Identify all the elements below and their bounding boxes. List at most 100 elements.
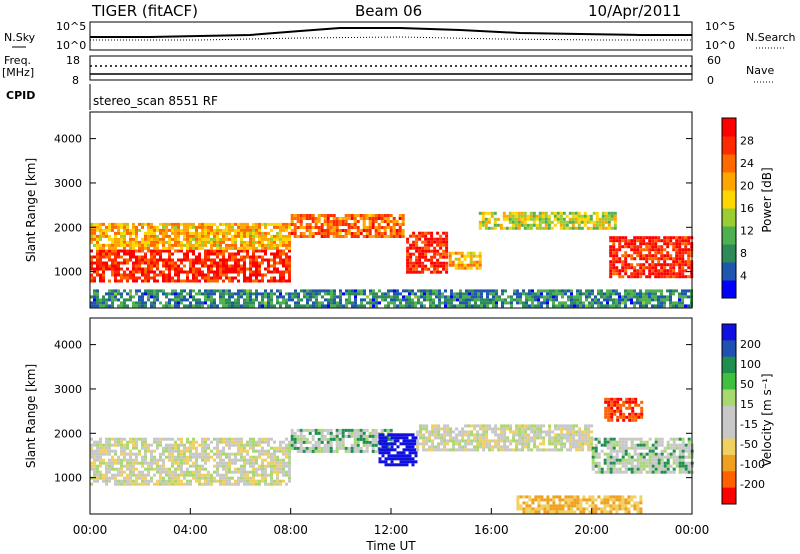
power-cbar-swatch — [722, 154, 736, 173]
freq-label-1: Freq. — [4, 54, 31, 67]
vel-cbar-swatch — [722, 471, 736, 489]
vel-cbar-swatch — [722, 389, 736, 407]
power-region-0 — [90, 249, 291, 283]
power-cbar-swatch — [722, 118, 736, 137]
vel-cbar-swatch — [722, 454, 736, 472]
vel-cbar-tick: -100 — [740, 458, 765, 471]
power-yaxis: 1000 2000 3000 4000 — [54, 133, 692, 279]
vel-cbar-swatch — [722, 405, 736, 423]
velocity-yaxis: 1000 2000 3000 4000 — [54, 339, 692, 485]
power-cbar-swatch — [722, 190, 736, 209]
vel-region-0 — [90, 437, 291, 486]
vel-region-3 — [416, 424, 594, 452]
time-tick-label: 16:00 — [474, 523, 509, 537]
vel-ytick-label: 1000 — [54, 472, 82, 485]
vel-cbar-tick: 200 — [740, 338, 761, 351]
power-cbar-tick: 4 — [740, 270, 747, 283]
time-tick-label: 04:00 — [173, 523, 208, 537]
vel-region-6 — [604, 397, 644, 422]
velocity-panel: 1000 2000 3000 4000 Slant Range [km] 200 100… — [24, 317, 774, 515]
power-cbar-tick: 24 — [740, 157, 754, 170]
vel-region-1 — [290, 428, 393, 453]
power-panel: 1000 2000 3000 4000 Slant Range [km] 4 8 12 16… — [24, 111, 774, 309]
power-cbar-tick: 28 — [740, 135, 754, 148]
power-ytick-label: 3000 — [54, 177, 82, 190]
power-region-7 — [90, 289, 693, 308]
velocity-colorbar: 200 100 50 15 -15 -50 -100 -200 — [721, 323, 765, 505]
vel-ytick-label: 2000 — [54, 427, 82, 440]
vel-cbar-swatch — [722, 373, 736, 390]
power-heatmap — [90, 211, 694, 308]
power-region-6 — [609, 236, 694, 279]
freq-tick-top: 18 — [66, 54, 80, 67]
noise-left-tick-top: 10^5 — [56, 20, 86, 33]
noise-right-tick-top: 10^5 — [705, 20, 735, 33]
vel-region-5 — [591, 437, 694, 474]
power-cbar-tick: 12 — [740, 225, 754, 238]
time-tick-label: 08:00 — [273, 523, 308, 537]
time-axis: 00:00 04:00 08:00 12:00 16:00 20:00 00:00 — [73, 508, 710, 537]
nave-label: Nave — [746, 64, 774, 77]
power-cbar-swatch — [722, 244, 736, 263]
noise-right-tick-bottom: 10^0 — [705, 39, 735, 52]
vel-cbar-swatch — [722, 422, 736, 440]
beam-title: Beam 06 — [355, 2, 422, 20]
power-region-1 — [90, 222, 291, 250]
power-cbar-swatch — [722, 172, 736, 191]
power-cbar-swatch — [722, 280, 736, 299]
noise-left-label: N.Sky — [4, 31, 36, 44]
vel-cbar-tick: 100 — [740, 358, 761, 371]
power-cbar-swatch — [722, 226, 736, 245]
noise-left-tick-bottom: 10^0 — [56, 39, 86, 52]
velocity-cbar-label: Velocity [m s⁻¹] — [760, 373, 774, 466]
power-region-5 — [478, 211, 617, 230]
nave-tick-top: 60 — [707, 54, 721, 67]
freq-panel: Freq. [MHz] 18 8 60 0 Nave CPID stereo_s… — [2, 54, 774, 110]
noise-search-line — [90, 36, 692, 41]
noise-right-label: N.Search — [746, 31, 796, 44]
vel-region-2 — [378, 433, 418, 467]
vel-cbar-swatch — [722, 438, 736, 456]
power-ytick-label: 2000 — [54, 221, 82, 234]
vel-ytick-label: 3000 — [54, 383, 82, 396]
vel-cbar-tick: -200 — [740, 478, 765, 491]
power-cbar-tick: 8 — [740, 247, 747, 260]
power-ylabel: Slant Range [km] — [24, 158, 38, 262]
freq-label-2: [MHz] — [2, 66, 34, 79]
time-tick-label: 12:00 — [374, 523, 409, 537]
power-region-4 — [448, 251, 482, 270]
time-tick-label: 00:00 — [675, 523, 710, 537]
power-cbar-swatch — [722, 262, 736, 281]
power-region-2 — [290, 214, 405, 238]
date-title: 10/Apr/2011 — [588, 2, 681, 20]
vel-cbar-swatch — [722, 356, 736, 374]
cpid-text: stereo_scan 8551 RF — [93, 94, 218, 108]
power-cbar-label: Power [dB] — [760, 167, 774, 232]
power-cbar-tick: 16 — [740, 202, 754, 215]
nave-tick-bottom: 0 — [707, 74, 714, 87]
freq-tick-bottom: 8 — [72, 74, 79, 87]
velocity-heatmap — [90, 397, 694, 514]
noise-sky-line — [90, 27, 692, 38]
time-tick-label: 20:00 — [574, 523, 609, 537]
power-ytick-label: 4000 — [54, 133, 82, 146]
vel-ytick-label: 4000 — [54, 339, 82, 352]
power-region-3 — [406, 231, 449, 274]
vel-region-4 — [516, 495, 643, 514]
noise-panel: N.Sky 10^5 10^0 10^5 10^0 N.Search — [4, 20, 796, 52]
radar-title: TIGER (fitACF) — [91, 2, 198, 20]
vel-cbar-tick: -15 — [740, 418, 758, 431]
vel-cbar-tick: 50 — [740, 378, 754, 391]
time-tick-label: 00:00 — [73, 523, 108, 537]
power-cbar-tick: 20 — [740, 180, 754, 193]
velocity-ylabel: Slant Range [km] — [24, 364, 38, 468]
vel-cbar-tick: 15 — [740, 398, 754, 411]
power-colorbar: 4 8 12 16 20 24 28 — [721, 117, 754, 299]
vel-cbar-swatch — [722, 324, 736, 341]
power-ytick-label: 1000 — [54, 266, 82, 279]
power-cbar-swatch — [722, 136, 736, 155]
time-xlabel: Time UT — [365, 539, 416, 553]
cpid-label: CPID — [6, 89, 35, 102]
vel-cbar-swatch — [722, 340, 736, 358]
